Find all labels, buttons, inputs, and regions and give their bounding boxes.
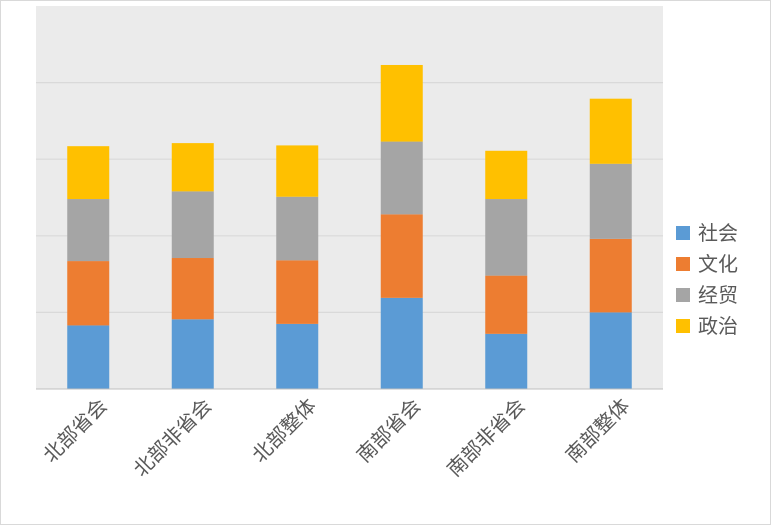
legend-swatch: [676, 226, 690, 240]
gridlines: [36, 81, 663, 313]
legend-label: 社会: [698, 221, 738, 245]
bar-segment: [276, 260, 319, 324]
category-labels: 北部省会 北部非省会 北部整体 南部省会 南部非省会 南部整体: [38, 394, 634, 482]
bar-segment: [380, 214, 423, 298]
bar-segment: [589, 163, 632, 239]
category-label: 北部非省会: [129, 394, 217, 482]
plot-area: [36, 6, 663, 389]
legend-swatch: [676, 288, 690, 302]
bar-segment: [67, 199, 110, 262]
legend-label: 经贸: [698, 283, 738, 307]
bar-segment: [67, 261, 110, 326]
bar-segment: [171, 191, 214, 259]
category-label: 南部省会: [352, 394, 426, 468]
bar-segment: [380, 64, 423, 142]
legend-label: 文化: [698, 252, 738, 276]
category-label: 北部省会: [38, 394, 112, 468]
bar-segment: [485, 333, 528, 389]
legend-swatch: [676, 319, 690, 333]
bar-segment: [380, 141, 423, 215]
bar-segment: [276, 323, 319, 389]
category-label: 北部整体: [247, 394, 321, 468]
bar-segment: [67, 325, 110, 389]
bar-segment: [276, 196, 319, 261]
bar-segment: [276, 145, 319, 197]
bars: [67, 64, 632, 389]
bar-segment: [485, 199, 528, 276]
legend-label: 政治: [698, 314, 738, 338]
category-label: 南部整体: [561, 394, 635, 468]
bar-segment: [380, 297, 423, 389]
bar-segment: [589, 238, 632, 313]
bar-segment: [171, 143, 214, 192]
category-label: 南部非省会: [442, 394, 530, 482]
bar-segment: [485, 150, 528, 200]
bar-segment: [171, 319, 214, 389]
bar-segment: [67, 146, 110, 200]
legend-swatch: [676, 257, 690, 271]
bar-segment: [589, 98, 632, 164]
bar-segment: [589, 312, 632, 389]
bar-segment: [485, 275, 528, 334]
bar-segment: [171, 258, 214, 320]
